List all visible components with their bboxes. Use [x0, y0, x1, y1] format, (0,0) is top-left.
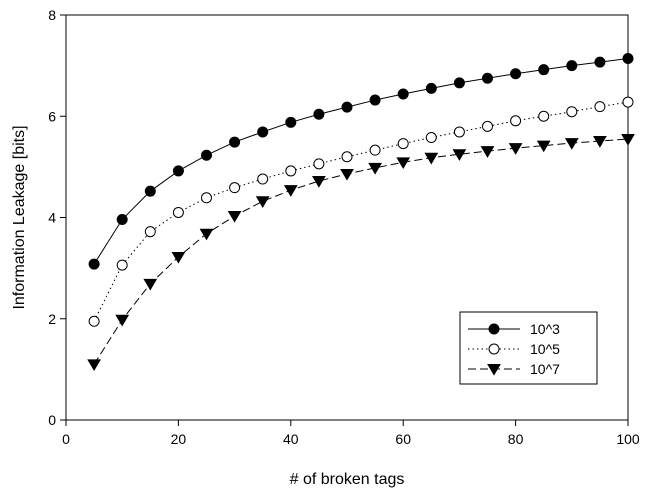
legend-marker	[488, 343, 500, 355]
y-tick-label: 8	[48, 7, 56, 23]
y-tick-label: 6	[48, 108, 56, 124]
y-axis-label: Information Leakage [bits]	[11, 125, 28, 309]
data-point	[143, 278, 158, 291]
data-point	[312, 176, 326, 188]
series-1	[88, 53, 634, 270]
data-point	[144, 226, 156, 238]
series-line	[93, 101, 629, 322]
x-tick-label: 80	[508, 431, 524, 447]
legend-marker	[487, 364, 501, 376]
data-point	[283, 185, 298, 197]
data-point	[594, 56, 606, 68]
data-point	[424, 152, 439, 165]
data-point	[201, 149, 212, 161]
x-tick-label: 0	[62, 431, 70, 447]
data-point	[229, 182, 241, 194]
data-point	[340, 168, 354, 181]
data-point	[566, 60, 578, 72]
y-tick-label: 2	[48, 311, 56, 327]
y-tick-label: 0	[48, 412, 56, 428]
data-point	[257, 126, 269, 138]
series-3	[87, 134, 635, 371]
data-point	[341, 101, 353, 113]
data-point	[566, 106, 578, 118]
data-point	[482, 120, 493, 132]
x-tick-label: 40	[283, 431, 299, 447]
data-point	[510, 115, 522, 127]
data-point	[510, 68, 522, 80]
data-point	[313, 108, 325, 120]
data-point	[341, 151, 353, 163]
legend-marker	[488, 323, 500, 335]
data-point	[397, 138, 409, 150]
legend-label: 10^7	[530, 361, 560, 377]
data-point	[285, 116, 297, 128]
series-line	[93, 58, 629, 265]
x-tick-label: 20	[171, 431, 187, 447]
legend: 10^3 10^5 10^7	[459, 311, 598, 385]
data-point	[425, 82, 437, 94]
legend-box	[459, 311, 598, 385]
series-line	[93, 138, 629, 365]
data-point	[397, 88, 409, 100]
data-point	[622, 53, 634, 65]
data-point	[594, 101, 606, 113]
data-point	[257, 173, 269, 185]
data-point	[171, 251, 186, 264]
data-point	[369, 94, 381, 106]
data-point	[199, 228, 214, 241]
y-tick-label: 4	[48, 210, 56, 226]
x-tick-label: 60	[395, 431, 411, 447]
data-point	[538, 64, 550, 76]
data-point	[536, 140, 551, 153]
x-tick-label: 100	[616, 431, 640, 447]
series-2	[88, 96, 634, 327]
data-point	[115, 314, 130, 327]
data-point	[116, 214, 128, 226]
data-point	[369, 144, 381, 156]
data-point	[480, 146, 495, 158]
data-point	[482, 72, 493, 84]
data-point	[229, 136, 241, 148]
data-point	[452, 149, 467, 161]
data-point	[285, 165, 297, 177]
data-point	[172, 206, 184, 218]
data-point	[201, 192, 212, 204]
data-point	[453, 126, 465, 138]
data-point	[593, 136, 607, 148]
data-point	[564, 138, 579, 150]
data-point	[88, 258, 100, 270]
data-point	[508, 143, 523, 155]
x-axis-label: # of broken tags	[290, 471, 405, 488]
data-point	[87, 359, 101, 371]
data-point	[396, 157, 411, 170]
data-point	[116, 259, 128, 271]
data-point	[368, 162, 382, 175]
series-layer	[87, 53, 635, 371]
legend-label: 10^3	[530, 321, 560, 337]
legend-label: 10^5	[530, 341, 560, 357]
data-point	[255, 196, 270, 208]
data-point	[622, 96, 634, 108]
data-point	[425, 132, 437, 144]
data-point	[227, 210, 242, 223]
data-point	[453, 77, 465, 89]
data-point	[88, 315, 100, 327]
data-point	[538, 110, 550, 122]
axis-ticks: 0 20 40 60 80 100 0 2 4 6 8	[48, 7, 640, 447]
data-point	[621, 134, 635, 146]
data-point	[144, 185, 156, 197]
data-point	[313, 158, 325, 170]
data-point	[172, 165, 184, 177]
